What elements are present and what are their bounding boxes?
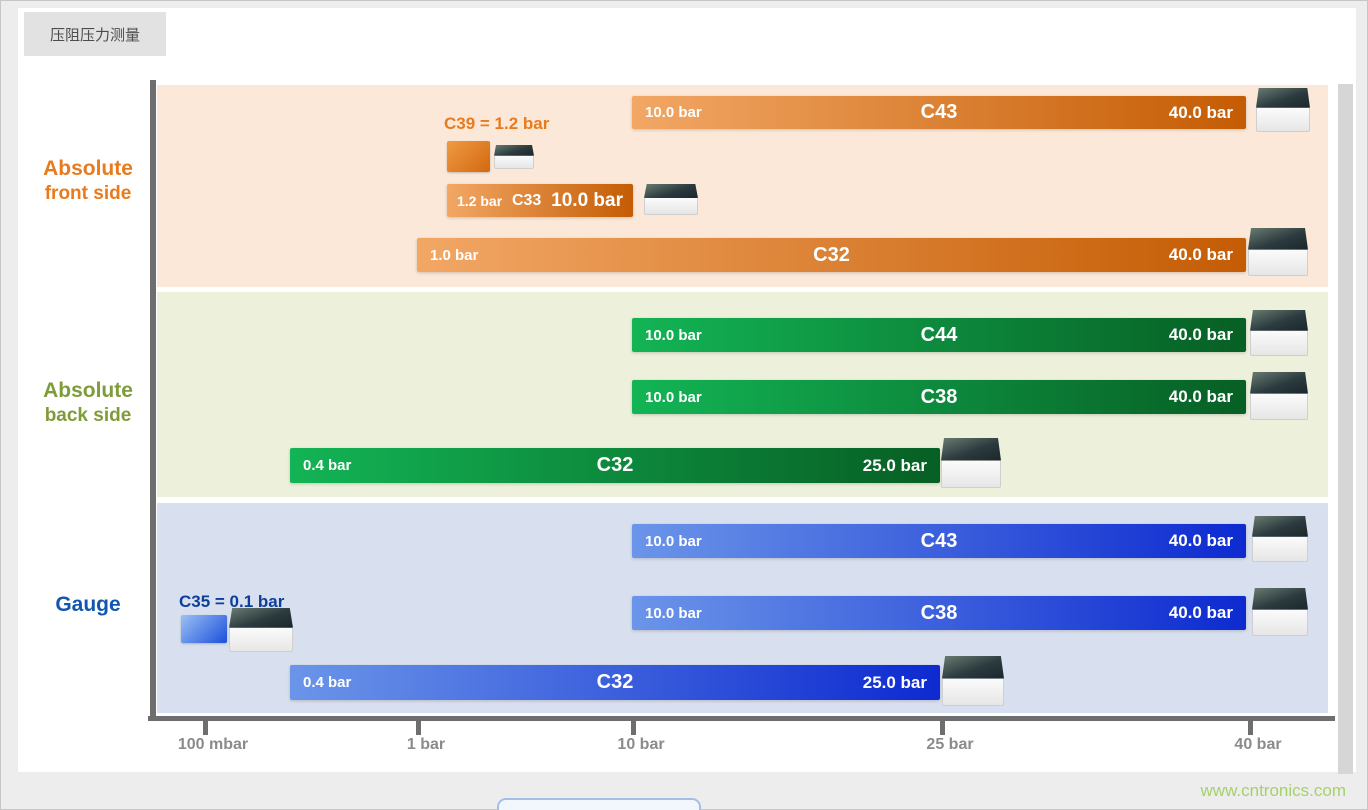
chip-body-face <box>1252 609 1308 636</box>
x-axis-tick-1-bar <box>416 721 421 735</box>
x-axis-tick-label: 40 bar <box>1234 736 1282 753</box>
bar-min-pressure-label: 1.2 bar <box>457 192 503 209</box>
x-axis-tick-100-mbar <box>203 721 208 735</box>
section-label-line: Absolute <box>43 379 133 402</box>
chip-top-face <box>1248 228 1308 250</box>
x-axis-line <box>148 716 1335 721</box>
range-bar-absolute-front-side-C43: 10.0 bar C43 40.0 bar <box>632 96 1246 129</box>
bar-max-pressure-label: 40.0 bar <box>1168 603 1233 622</box>
bar-min-pressure-label: 10.0 bar <box>645 388 702 406</box>
section-label-line: back side <box>44 405 132 427</box>
bar-model-label: C43 <box>920 529 958 552</box>
range-bar-absolute-back-side-C44: 10.0 bar C44 40.0 bar <box>632 318 1246 352</box>
range-bar-gauge-C43: 10.0 bar C43 40.0 bar <box>632 524 1246 558</box>
chip-body-face <box>941 460 1001 488</box>
sensor-chip-annotation-gauge <box>229 608 293 652</box>
bar-model-label: C32 <box>596 671 634 693</box>
chip-top-face <box>1256 88 1310 108</box>
bar-model-label: C38 <box>920 385 958 408</box>
chip-top-face <box>1252 516 1308 537</box>
range-bar-absolute-front-side-C33: 1.2 bar C33 10.0 bar <box>447 184 633 217</box>
bar-model-label: C33 <box>511 191 542 209</box>
chip-top-face <box>229 608 293 628</box>
bar-max-pressure-label: 40.0 bar <box>1168 531 1233 550</box>
x-axis-tick-label: 100 mbar <box>177 736 249 753</box>
annotation-label-absolute-front-side: C39 = 1.2 bar <box>444 114 550 133</box>
bar-model-label: C32 <box>596 454 634 476</box>
sensor-chip-absolute-back-side-C32 <box>941 438 1001 488</box>
sensor-chip-absolute-back-side-C44 <box>1250 310 1308 356</box>
bar-model-label: C43 <box>920 101 958 123</box>
annotation-label-gauge: C35 = 0.1 bar <box>179 592 285 611</box>
bar-min-pressure-label: 10.0 bar <box>645 104 702 121</box>
sensor-chip-absolute-front-side-C43 <box>1256 88 1310 132</box>
range-bar-gauge-C32: 0.4 bar C32 25.0 bar <box>290 665 940 700</box>
chip-top-face <box>942 656 1004 679</box>
sensor-chip-absolute-back-side-C38 <box>1250 372 1308 420</box>
sensor-chip-annotation-absolute-front-side <box>494 145 534 169</box>
bar-min-pressure-label: 1.0 bar <box>430 246 479 264</box>
x-axis-tick-label: 1 bar <box>406 736 446 753</box>
chip-top-face <box>941 438 1001 461</box>
bar-min-pressure-label: 10.0 bar <box>645 604 702 622</box>
tab-piezoresistive-pressure[interactable]: 压阻压力测量 <box>24 12 166 56</box>
sensor-chip-absolute-front-side-C33 <box>644 184 698 215</box>
chip-body-face <box>1256 107 1310 132</box>
chip-body-face <box>1252 536 1308 562</box>
chip-body-face <box>229 627 293 652</box>
annotation-swatch-absolute-front-side <box>447 141 490 172</box>
bar-min-pressure-label: 0.4 bar <box>303 674 352 691</box>
section-label-line: front side <box>44 183 132 205</box>
bar-max-pressure-label: 40.0 bar <box>1168 102 1233 122</box>
range-bar-gauge-C38: 10.0 bar C38 40.0 bar <box>632 596 1246 630</box>
section-label-line: Absolute <box>43 157 133 180</box>
annotation-swatch-gauge <box>181 615 227 643</box>
bar-max-pressure-label: 40.0 bar <box>1168 325 1233 344</box>
range-bar-absolute-back-side-C38: 10.0 bar C38 40.0 bar <box>632 380 1246 414</box>
y-axis-line <box>150 80 156 721</box>
sensor-chip-gauge-C38 <box>1252 588 1308 636</box>
bar-min-pressure-label: 0.4 bar <box>303 457 352 474</box>
sensor-chip-gauge-C43 <box>1252 516 1308 562</box>
section-label-absolute-front-side: Absolute front side <box>22 156 154 206</box>
chip-top-face <box>494 145 534 156</box>
bar-min-pressure-label: 10.0 bar <box>645 326 702 344</box>
x-axis-tick-label: 25 bar <box>926 736 974 753</box>
bar-max-pressure-label: 25.0 bar <box>862 455 927 475</box>
section-label-gauge: Gauge <box>22 592 154 618</box>
x-axis-tick-label: 10 bar <box>617 736 665 753</box>
bar-model-label: C44 <box>920 323 958 346</box>
chip-top-face <box>1252 588 1308 610</box>
bar-max-pressure-label: 25.0 bar <box>862 672 927 692</box>
bar-max-pressure-label: 40.0 bar <box>1168 245 1233 264</box>
chip-body-face <box>1250 330 1308 356</box>
section-label-absolute-back-side: Absolute back side <box>22 378 154 428</box>
bar-model-label: C38 <box>920 601 958 624</box>
right-margin-strip <box>1338 84 1353 774</box>
x-axis-tick-10-bar <box>631 721 636 735</box>
chip-body-face <box>942 678 1004 706</box>
bar-max-pressure-label: 10.0 bar <box>551 189 623 211</box>
sensor-chip-absolute-front-side-C32 <box>1248 228 1308 276</box>
x-axis-tick-40-bar <box>1248 721 1253 735</box>
chip-top-face <box>644 184 698 198</box>
bar-max-pressure-label: 40.0 bar <box>1168 387 1233 406</box>
sensor-chip-gauge-C32 <box>942 656 1004 706</box>
chip-body-face <box>1250 393 1308 420</box>
section-label-line: Gauge <box>55 593 121 616</box>
watermark-text: www.cntronics.com <box>1200 781 1346 800</box>
partial-bottom-button[interactable] <box>497 798 701 810</box>
x-axis-tick-25-bar <box>940 721 945 735</box>
bar-model-label: C32 <box>813 243 850 266</box>
range-bar-absolute-front-side-C32: 1.0 bar C32 40.0 bar <box>417 238 1246 272</box>
chip-top-face <box>1250 310 1308 331</box>
chip-body-face <box>1248 249 1308 276</box>
chip-body-face <box>494 155 534 169</box>
tab-label: 压阻压力测量 <box>49 26 140 44</box>
range-bar-absolute-back-side-C32: 0.4 bar C32 25.0 bar <box>290 448 940 483</box>
chip-body-face <box>644 197 698 215</box>
chip-top-face <box>1250 372 1308 394</box>
bar-min-pressure-label: 10.0 bar <box>645 532 702 550</box>
